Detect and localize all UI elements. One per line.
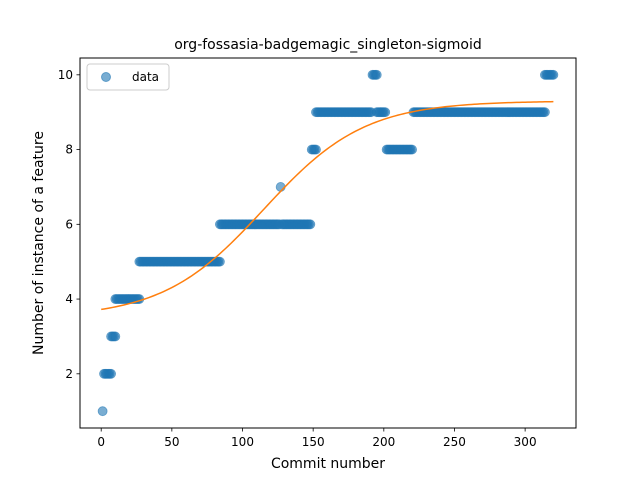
axes-frame xyxy=(79,57,577,429)
y-axis-label: Number of instance of a feature xyxy=(31,131,47,355)
legend-marker-data xyxy=(101,72,111,82)
y-axis: 2 4 6 8 10 xyxy=(58,68,80,381)
y-tick-label: 10 xyxy=(58,68,73,82)
data-point xyxy=(407,144,417,155)
data-point xyxy=(380,107,391,118)
x-tick-label: 150 xyxy=(302,435,325,449)
x-tick-label: 0 xyxy=(97,435,105,449)
x-tick-label: 50 xyxy=(164,435,179,449)
x-tick-label: 200 xyxy=(372,435,395,449)
data-point xyxy=(305,219,316,230)
data-series-points xyxy=(97,69,559,417)
y-tick-label: 4 xyxy=(65,292,73,306)
data-point xyxy=(540,107,550,118)
data-point xyxy=(97,406,108,417)
data-point xyxy=(548,69,559,80)
legend: data xyxy=(86,63,170,91)
y-tick-label: 2 xyxy=(65,367,73,381)
data-point xyxy=(311,144,321,155)
y-tick-label: 8 xyxy=(65,143,73,157)
legend-box xyxy=(86,63,170,91)
data-point xyxy=(214,256,225,267)
data-point xyxy=(275,182,286,192)
data-point xyxy=(371,69,382,80)
data-point xyxy=(110,331,121,342)
chart-title: org-fossasia-badgemagic_singleton-sigmoi… xyxy=(174,37,482,53)
y-tick-label: 6 xyxy=(65,217,73,231)
x-axis: 0 50 100 150 200 250 300 xyxy=(97,428,537,449)
x-tick-label: 300 xyxy=(514,435,537,449)
legend-label-data: data xyxy=(132,70,159,84)
x-tick-label: 100 xyxy=(231,435,254,449)
data-point xyxy=(106,368,116,379)
plot-area xyxy=(97,69,559,417)
x-tick-label: 250 xyxy=(443,435,466,449)
sigmoid-fit-line xyxy=(101,100,554,311)
x-axis-label: Commit number xyxy=(271,456,385,472)
